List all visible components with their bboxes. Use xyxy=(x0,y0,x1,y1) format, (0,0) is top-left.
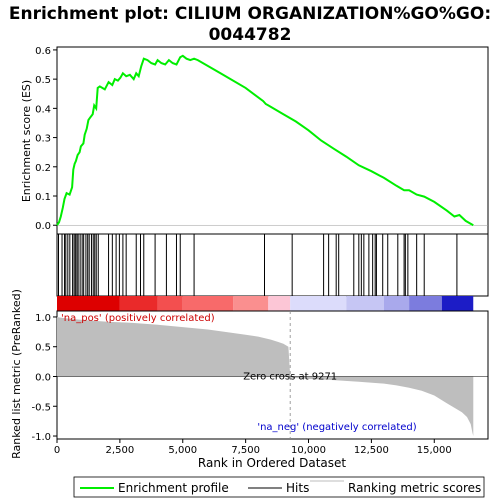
positive-label: 'na_pos' (positively correlated) xyxy=(61,313,215,324)
metric-y-tick-label: 0.5 xyxy=(35,343,51,354)
heat-segment xyxy=(268,296,291,311)
hits-panel-frame xyxy=(56,233,489,297)
es-y-tick-label: 0.6 xyxy=(35,46,51,57)
chart-title-line-1: Enrichment plot: CILIUM ORGANIZATION%GO%… xyxy=(9,4,491,24)
heat-segment xyxy=(57,296,120,311)
es-y-tick-label: 0.3 xyxy=(35,134,51,145)
x-tick-label: 7,500 xyxy=(231,445,260,456)
x-tick-label: 10,000 xyxy=(291,445,326,456)
x-axis: 0 2,500 5,000 7,500 10,000 12,500 15,000 xyxy=(54,439,452,456)
es-y-tick-label: 0.1 xyxy=(35,192,51,203)
x-tick-label: 15,000 xyxy=(417,445,452,456)
metric-y-axis-label: Ranked list metric (PreRanked) xyxy=(10,289,23,459)
es-y-tick-label: 0.0 xyxy=(35,221,51,232)
es-panel: 0.0 0.1 0.2 0.3 0.4 0.5 0.6 Enrichment score (… xyxy=(20,46,489,235)
metric-panel: Zero cross at 9271 'na_pos' (positively … xyxy=(10,289,489,470)
metric-y-tick-label: 0.0 xyxy=(35,372,51,383)
es-panel-frame xyxy=(56,46,489,235)
heat-segment xyxy=(290,296,347,311)
metric-y-tick-label: 1.0 xyxy=(35,313,51,324)
chart-title-line-2: 0044782 xyxy=(209,25,292,45)
x-tick-label: 0 xyxy=(54,445,60,456)
legend-label-hits: Hits xyxy=(286,481,309,495)
heat-segment xyxy=(233,296,269,311)
legend: Enrichment profile Hits Ranking metric s… xyxy=(73,476,485,498)
x-tick-label: 12,500 xyxy=(354,445,389,456)
x-tick-label: 5,000 xyxy=(168,445,197,456)
metric-y-tick-label: -1.0 xyxy=(31,432,51,443)
es-y-tick-label: 0.5 xyxy=(35,75,51,86)
es-y-tick-label: 0.4 xyxy=(35,104,51,115)
es-y-axis: 0.0 0.1 0.2 0.3 0.4 0.5 0.6 xyxy=(35,46,57,232)
heat-segment xyxy=(157,296,183,311)
hits-panel xyxy=(56,233,489,297)
heat-segment xyxy=(383,296,410,311)
legend-label-ranking: Ranking metric scores xyxy=(348,481,481,495)
hit-markers xyxy=(58,234,458,296)
metric-y-axis: 1.0 0.5 0.0 -0.5 -1.0 xyxy=(31,313,57,443)
legend-label-enrichment: Enrichment profile xyxy=(118,481,229,495)
heat-segment xyxy=(409,296,442,311)
metric-y-tick-label: -0.5 xyxy=(31,402,51,413)
es-y-axis-label: Enrichment score (ES) xyxy=(20,80,33,202)
heat-segment xyxy=(441,296,474,311)
x-axis-label: Rank in Ordered Dataset xyxy=(198,456,346,470)
heat-segment xyxy=(346,296,384,311)
zero-cross-label: Zero cross at 9271 xyxy=(243,371,337,382)
x-tick-label: 2,500 xyxy=(106,445,135,456)
legend-frame xyxy=(73,476,485,498)
heat-segment xyxy=(182,296,234,311)
heat-segment xyxy=(119,296,158,311)
es-y-tick-label: 0.2 xyxy=(35,163,51,174)
negative-label: 'na_neg' (negatively correlated) xyxy=(257,422,416,433)
enrichment-profile-line xyxy=(56,54,474,227)
rank-heat-bar xyxy=(57,296,474,311)
